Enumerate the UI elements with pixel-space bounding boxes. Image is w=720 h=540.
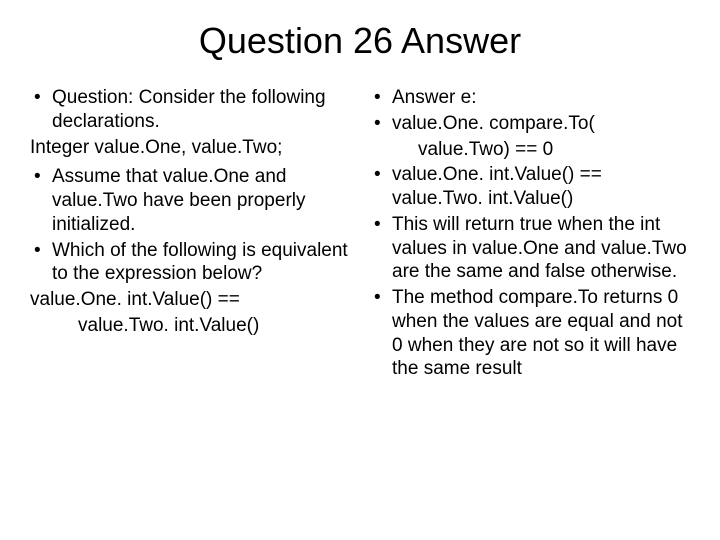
bullet-icon: • [30, 86, 52, 134]
bullet-text: value.One. compare.To( [392, 112, 690, 136]
bullet-text: Which of the following is equivalent to … [52, 239, 350, 287]
bullet-text: This will return true when the int value… [392, 213, 690, 284]
list-item: • This will return true when the int val… [370, 213, 690, 284]
bullet-text: Assume that value.One and value.Two have… [52, 165, 350, 236]
slide-title: Question 26 Answer [30, 20, 690, 62]
list-item: • Assume that value.One and value.Two ha… [30, 165, 350, 236]
list-item: • The method compare.To returns 0 when t… [370, 286, 690, 381]
columns: • Question: Consider the following decla… [30, 86, 690, 383]
bullet-text: Question: Consider the following declara… [52, 86, 350, 134]
bullet-icon: • [30, 239, 52, 287]
bullet-icon: • [370, 112, 392, 136]
list-item: • Answer e: [370, 86, 690, 110]
right-column: • Answer e: • value.One. compare.To( val… [370, 86, 690, 383]
list-item: • Question: Consider the following decla… [30, 86, 350, 134]
bullet-icon: • [370, 213, 392, 284]
bullet-text: value.One. int.Value() == value.Two. int… [392, 163, 690, 211]
bullet-icon: • [370, 163, 392, 211]
bullet-icon: • [370, 86, 392, 110]
code-line: Integer value.One, value.Two; [30, 136, 350, 160]
list-item: • Which of the following is equivalent t… [30, 239, 350, 287]
list-item: • value.One. int.Value() == value.Two. i… [370, 163, 690, 211]
slide: Question 26 Answer • Question: Consider … [0, 0, 720, 540]
list-item: • value.One. compare.To( [370, 112, 690, 136]
bullet-text: The method compare.To returns 0 when the… [392, 286, 690, 381]
left-column: • Question: Consider the following decla… [30, 86, 350, 383]
code-line: value.Two) == 0 [370, 138, 690, 162]
bullet-text: Answer e: [392, 86, 690, 110]
bullet-icon: • [370, 286, 392, 381]
code-line: value.One. int.Value() == [30, 288, 350, 312]
code-line: value.Two. int.Value() [30, 314, 350, 338]
bullet-icon: • [30, 165, 52, 236]
